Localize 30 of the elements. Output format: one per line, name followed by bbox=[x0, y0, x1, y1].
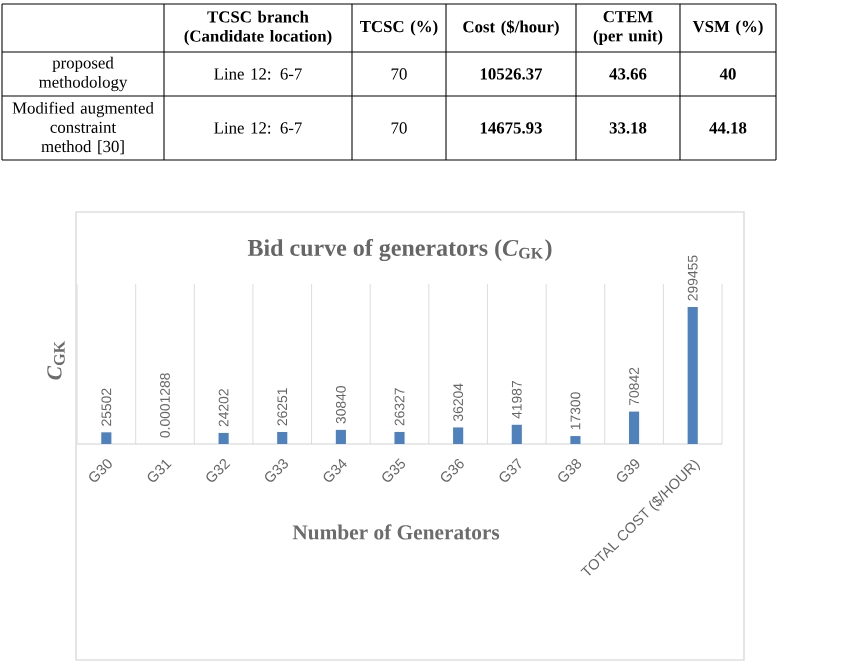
text: 14675.93 bbox=[480, 122, 542, 134]
bar bbox=[628, 411, 640, 444]
chart-title: Bid curve of generators (C$_{GK}$) bbox=[247, 238, 552, 262]
bar bbox=[687, 307, 698, 444]
text: VSM (%) bbox=[692, 20, 763, 36]
bar bbox=[570, 436, 581, 444]
text: 70 bbox=[391, 68, 407, 80]
text: Cost ($/hour) bbox=[463, 20, 559, 36]
text: proposed methodology bbox=[39, 56, 128, 92]
x-axis-title: Number of Generators bbox=[292, 524, 500, 540]
bar bbox=[394, 431, 405, 444]
text: 40 bbox=[719, 68, 736, 80]
text: 44.18 bbox=[709, 122, 747, 134]
bar bbox=[511, 424, 522, 444]
bar bbox=[453, 427, 464, 444]
text: Line 12: 6-7 bbox=[214, 122, 302, 134]
text: 43.66 bbox=[609, 68, 647, 80]
text: Line 12: 6-7 bbox=[214, 68, 302, 80]
text: 33.18 bbox=[609, 122, 647, 134]
text: 70 bbox=[391, 122, 407, 134]
bar bbox=[335, 429, 346, 444]
text: TCSC branch (Candidate location) bbox=[184, 10, 332, 46]
bar bbox=[218, 432, 229, 444]
bar bbox=[277, 431, 288, 444]
bar bbox=[101, 432, 112, 444]
text: 10526.37 bbox=[480, 68, 543, 80]
y-axis-title: C$_{GK}$ bbox=[47, 341, 65, 380]
text: CTEM (per unit) bbox=[593, 11, 663, 45]
text: Modified augmented constraint method [30] bbox=[12, 101, 154, 155]
text: TCSC (%) bbox=[360, 20, 438, 36]
